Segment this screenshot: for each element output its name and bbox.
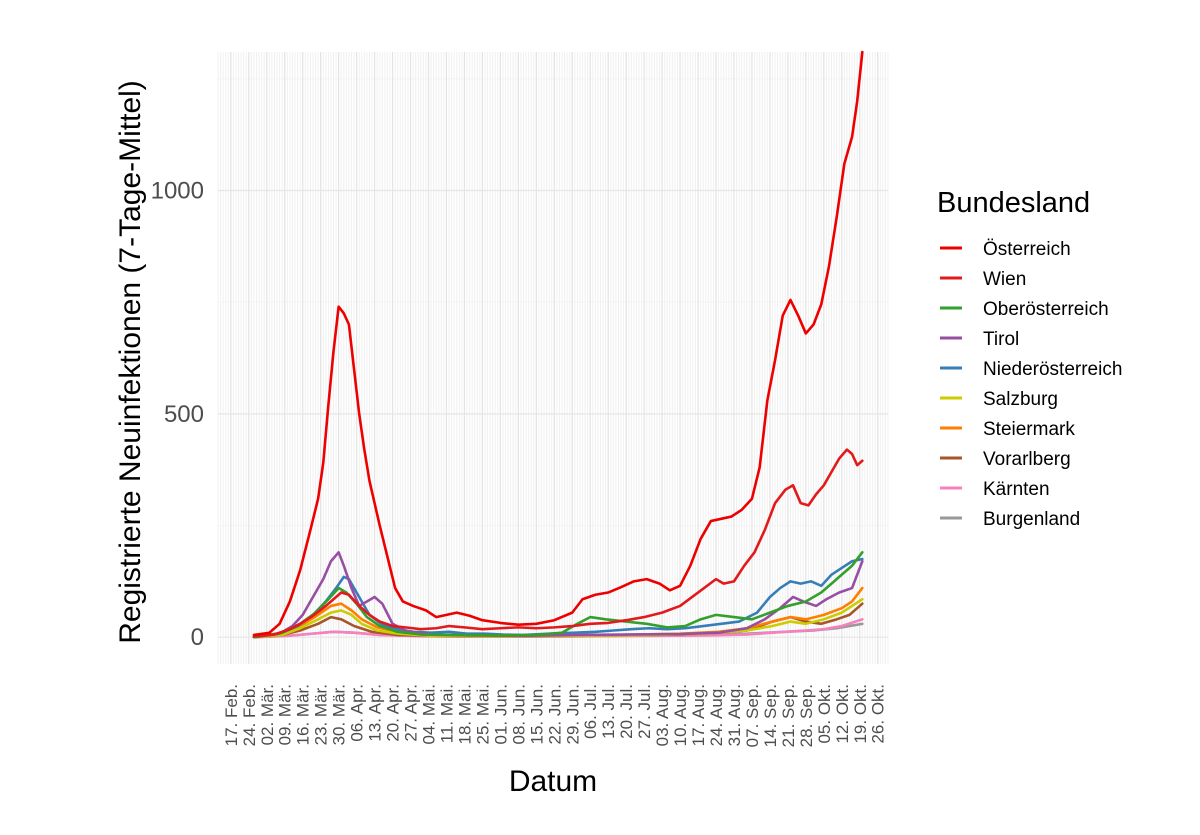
x-tick-label: 08. Jun.	[509, 684, 528, 745]
x-tick-label: 11. Mai.	[437, 684, 456, 743]
x-tick-label: 10. Aug.	[671, 684, 690, 746]
series-lines	[252, 50, 864, 639]
x-tick-label: 22. Jun.	[545, 684, 564, 745]
series-line-oesterreich	[252, 50, 864, 637]
x-tick-label: 02. Mär.	[258, 684, 277, 745]
x-tick-label: 17. Feb.	[222, 684, 241, 746]
legend-label: Steiermark	[983, 419, 1075, 440]
legend-title: Bundesland	[937, 187, 1090, 219]
legend-label: Salzburg	[983, 389, 1058, 410]
y-axis-ticks: 0 500 1000	[151, 177, 204, 651]
x-tick-label: 06. Jul.	[581, 684, 600, 739]
x-tick-label: 04. Mai.	[420, 684, 439, 744]
x-tick-label: 16. Mär.	[294, 684, 313, 745]
y-tick-label: 500	[164, 401, 204, 428]
x-tick-label: 24. Feb.	[240, 684, 259, 746]
x-tick-label: 23. Mär.	[312, 684, 331, 745]
x-tick-label: 21. Sep.	[779, 684, 798, 747]
legend-label: Österreich	[983, 239, 1071, 260]
x-tick-label: 05. Okt.	[815, 684, 834, 744]
x-tick-label: 20. Apr.	[384, 684, 403, 742]
x-tick-label: 29. Jun.	[563, 684, 582, 745]
legend-label: Tirol	[983, 329, 1019, 350]
legend-label: Burgenland	[983, 509, 1080, 530]
legend: Bundesland Österreich Wien Oberösterreich T…	[937, 187, 1122, 530]
x-tick-label: 28. Sep.	[797, 684, 816, 747]
series-line-oberoesterreich	[252, 551, 864, 639]
y-axis-title: Registrierte Neuinfektionen (7-Tage-Mitt…	[114, 80, 147, 644]
legend-label: Niederösterreich	[983, 359, 1122, 380]
x-tick-label: 13. Jul.	[599, 684, 618, 739]
x-tick-label: 20. Jul.	[617, 684, 636, 739]
x-tick-label: 13. Apr.	[366, 684, 385, 742]
x-tick-label: 09. Mär.	[276, 684, 295, 745]
major-grid	[218, 52, 888, 664]
series-line-wien	[252, 448, 864, 638]
x-tick-label: 26. Okt.	[869, 684, 888, 744]
legend-label: Vorarlberg	[983, 449, 1071, 470]
x-axis-title: Datum	[509, 765, 597, 798]
x-tick-label: 27. Jul.	[635, 684, 654, 739]
x-tick-label: 12. Okt.	[833, 684, 852, 744]
x-tick-label: 14. Sep.	[761, 684, 780, 747]
x-tick-label: 03. Aug.	[653, 684, 672, 746]
x-tick-label: 01. Jun.	[491, 684, 510, 745]
x-tick-label: 30. Mär.	[330, 684, 349, 745]
x-tick-label: 17. Aug.	[689, 684, 708, 746]
y-tick-label: 1000	[151, 177, 204, 204]
x-tick-label: 25. Mai.	[473, 684, 492, 744]
x-tick-label: 15. Jun.	[527, 684, 546, 745]
x-tick-label: 19. Okt.	[851, 684, 870, 744]
legend-label: Wien	[983, 269, 1026, 290]
x-tick-label: 07. Sep.	[743, 684, 762, 747]
legend-label: Oberösterreich	[983, 299, 1109, 320]
y-tick-label: 0	[191, 624, 204, 651]
x-tick-label: 18. Mai.	[455, 684, 474, 744]
x-axis-ticks: 17. Feb.24. Feb.02. Mär.09. Mär.16. Mär.…	[222, 684, 888, 747]
x-tick-label: 31. Aug.	[725, 684, 744, 746]
legend-label: Kärnten	[983, 479, 1050, 500]
x-tick-label: 27. Apr.	[402, 684, 421, 742]
x-tick-label: 06. Apr.	[348, 684, 367, 742]
x-tick-label: 24. Aug.	[707, 684, 726, 746]
